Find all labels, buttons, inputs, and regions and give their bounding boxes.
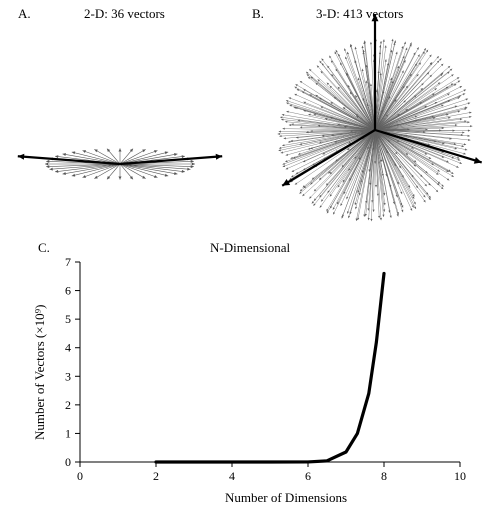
svg-text:7: 7 xyxy=(65,255,71,269)
panel-a-figure xyxy=(0,14,240,234)
panel-c-ylabel: Number of Vectors (×10⁹) xyxy=(32,305,48,440)
svg-text:5: 5 xyxy=(65,312,71,326)
svg-text:1: 1 xyxy=(65,426,71,440)
svg-text:10: 10 xyxy=(454,469,466,483)
svg-text:2: 2 xyxy=(65,398,71,412)
svg-text:8: 8 xyxy=(381,469,387,483)
svg-text:0: 0 xyxy=(65,455,71,469)
svg-text:4: 4 xyxy=(229,469,235,483)
svg-text:6: 6 xyxy=(65,284,71,298)
svg-text:2: 2 xyxy=(153,469,159,483)
panel-b-figure xyxy=(245,10,503,250)
svg-text:3: 3 xyxy=(65,369,71,383)
svg-text:6: 6 xyxy=(305,469,311,483)
svg-text:4: 4 xyxy=(65,341,71,355)
panel-c-xlabel: Number of Dimensions xyxy=(225,490,347,506)
panel-c-chart: 0 2 4 6 8 10 0 1 2 3 4 5 6 7 xyxy=(0,240,503,510)
svg-text:0: 0 xyxy=(77,469,83,483)
